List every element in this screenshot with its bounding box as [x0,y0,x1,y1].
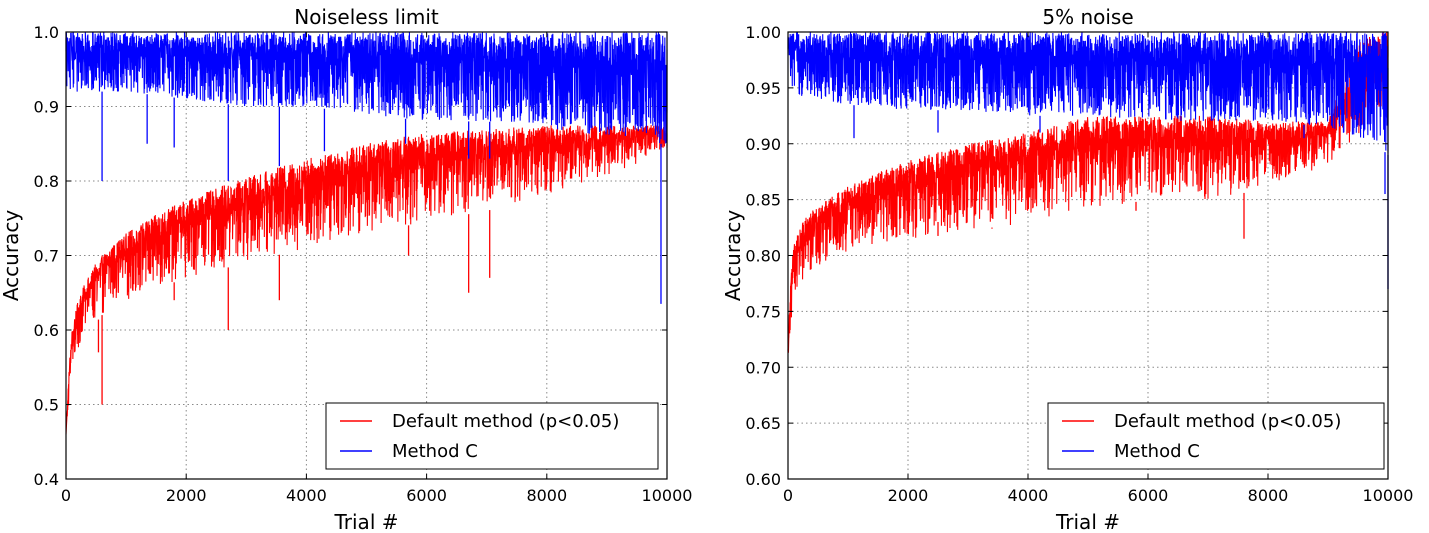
y-tick-label: 0.9 [34,98,59,117]
x-tick-label: 6000 [406,486,447,505]
y-tick-label: 0.8 [34,172,59,191]
chart-title: 5% noise [1042,5,1133,29]
chart-5-percent-noise: 5% noise Trial # Accuracy 0 2000 4000 6000 8… [721,5,1413,533]
tick-labels: 0 2000 4000 6000 8000 10000 0.60 0.65 0.70 0.75 0.… [745,23,1413,505]
x-tick-label: 2000 [888,486,929,505]
x-tick-label: 4000 [286,486,327,505]
legend-box [1047,402,1385,470]
y-tick-label: 0.95 [745,79,781,98]
x-tick-label: 8000 [1248,486,1289,505]
y-tick-label: 0.60 [745,470,781,489]
y-axis-label: Accuracy [721,210,745,301]
y-tick-label: 0.90 [745,135,781,154]
chart-title: Noiseless limit [294,5,439,29]
legend: Default method (p<0.05) Method C [325,402,659,470]
legend-label-default-method: Default method (p<0.05) [1114,411,1341,432]
x-tick-label: 0 [783,486,793,505]
legend-box [325,402,659,470]
y-tick-label: 0.75 [745,302,781,321]
y-tick-label: 0.4 [34,470,59,489]
x-tick-label: 10000 [642,486,693,505]
y-tick-label: 0.70 [745,358,781,377]
data-layer [65,31,668,435]
y-tick-label: 0.7 [34,247,59,266]
y-tick-label: 1.0 [34,23,59,42]
x-tick-label: 2000 [166,486,207,505]
legend-label-method-c: Method C [392,441,478,462]
x-axis-label: Trial # [334,510,399,533]
legend: Default method (p<0.05) Method C [1047,402,1385,470]
y-tick-label: 0.80 [745,247,781,266]
data-layer [787,31,1389,353]
y-tick-label: 0.85 [745,191,781,210]
x-tick-label: 4000 [1008,486,1049,505]
y-tick-label: 0.65 [745,414,781,433]
series-line-default-method [787,32,1389,353]
series-line-default-method [65,125,668,435]
series-line-method-c [787,31,1389,154]
legend-label-method-c: Method C [1114,441,1200,462]
chart-noiseless-limit: Noiseless limit Trial # Accuracy 0 2000 40… [0,5,692,533]
y-tick-label: 1.00 [745,23,781,42]
x-axis-label: Trial # [1055,510,1120,533]
y-tick-label: 0.5 [34,396,59,415]
legend-label-default-method: Default method (p<0.05) [392,411,619,432]
x-tick-label: 6000 [1128,486,1169,505]
x-tick-label: 8000 [526,486,567,505]
x-tick-label: 0 [61,486,71,505]
y-axis-label: Accuracy [0,210,23,301]
series-line-method-c [65,31,668,144]
y-tick-label: 0.6 [34,321,59,340]
tick-labels: 0 2000 4000 6000 8000 10000 0.4 0.5 0.6 0.7 0.8 0.9… [34,23,693,505]
x-tick-label: 10000 [1363,486,1414,505]
